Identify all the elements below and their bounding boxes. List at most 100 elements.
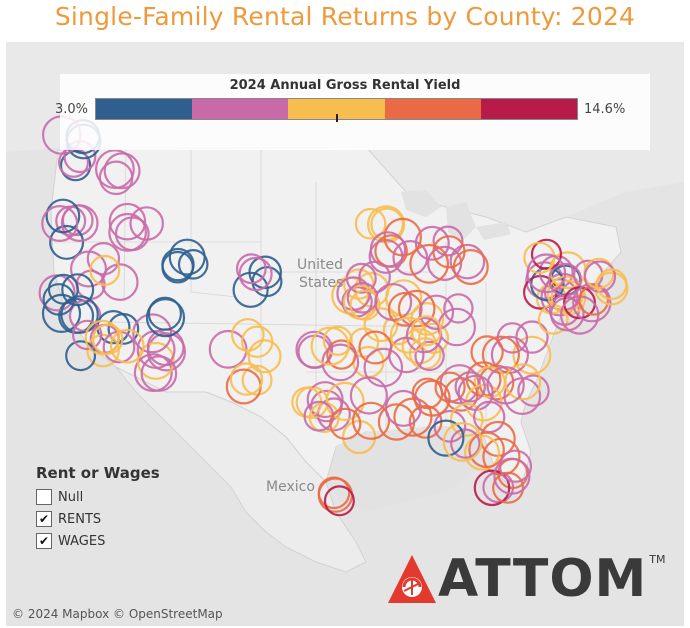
county-circle[interactable] xyxy=(595,268,628,300)
county-circle[interactable] xyxy=(41,293,82,333)
county-circle[interactable] xyxy=(161,250,194,284)
county-circle[interactable] xyxy=(42,283,76,316)
filter-option-null[interactable]: Null xyxy=(36,486,160,508)
county-circle[interactable] xyxy=(409,243,450,284)
filter-option-rents[interactable]: ✔ RENTS xyxy=(36,508,160,530)
county-circle[interactable] xyxy=(530,238,563,270)
county-circle[interactable] xyxy=(515,320,549,354)
county-circle[interactable] xyxy=(493,457,531,495)
county-circle[interactable] xyxy=(84,319,121,356)
county-circle[interactable] xyxy=(473,366,506,399)
county-circle[interactable] xyxy=(594,271,629,306)
county-circle[interactable] xyxy=(413,379,451,417)
county-circle[interactable] xyxy=(512,335,552,375)
county-circle[interactable] xyxy=(432,225,464,257)
county-circle[interactable] xyxy=(235,253,267,285)
county-circle[interactable] xyxy=(439,364,480,405)
county-circle[interactable] xyxy=(89,254,121,286)
county-circle[interactable] xyxy=(427,419,465,457)
county-circle[interactable] xyxy=(490,335,529,374)
legend-color-segment[interactable] xyxy=(480,99,578,119)
county-circle[interactable] xyxy=(454,371,486,403)
county-circle[interactable] xyxy=(231,318,265,352)
county-circle[interactable] xyxy=(325,381,365,421)
county-circle[interactable] xyxy=(71,319,103,351)
county-circle[interactable] xyxy=(397,289,436,328)
county-circle[interactable] xyxy=(306,381,344,419)
county-circle[interactable] xyxy=(418,322,450,354)
county-circle[interactable] xyxy=(238,256,273,292)
county-circle[interactable] xyxy=(322,325,353,356)
county-circle[interactable] xyxy=(91,323,124,355)
county-circle[interactable] xyxy=(69,250,107,288)
county-circle[interactable] xyxy=(136,330,176,370)
county-circle[interactable] xyxy=(384,389,422,427)
county-circle[interactable] xyxy=(208,329,248,369)
county-circle[interactable] xyxy=(65,340,97,372)
county-circle[interactable] xyxy=(432,235,466,269)
county-circle[interactable] xyxy=(392,239,429,276)
county-circle[interactable] xyxy=(414,225,450,261)
county-circle[interactable] xyxy=(101,263,139,301)
county-circle[interactable] xyxy=(108,202,147,241)
county-circle[interactable] xyxy=(433,409,467,443)
county-circle[interactable] xyxy=(108,212,148,252)
county-circle[interactable] xyxy=(177,249,209,280)
county-circle[interactable] xyxy=(323,485,355,517)
county-circle[interactable] xyxy=(45,198,81,234)
county-circle[interactable] xyxy=(414,340,445,372)
legend-color-segment[interactable] xyxy=(288,99,385,119)
county-circle[interactable] xyxy=(351,401,391,440)
county-circle[interactable] xyxy=(427,245,463,281)
county-circle[interactable] xyxy=(498,449,533,483)
county-circle[interactable] xyxy=(385,279,423,317)
county-circle[interactable] xyxy=(418,294,455,330)
county-circle[interactable] xyxy=(468,431,505,469)
checkbox-null[interactable] xyxy=(36,489,52,505)
county-circle[interactable] xyxy=(450,428,481,459)
county-circle[interactable] xyxy=(383,217,423,257)
county-circle[interactable] xyxy=(103,152,141,190)
legend-color-bar[interactable] xyxy=(95,98,578,120)
legend-color-segment[interactable] xyxy=(96,99,193,119)
county-circle[interactable] xyxy=(147,296,182,331)
legend-color-segment[interactable] xyxy=(192,99,289,119)
county-circle[interactable] xyxy=(492,471,525,504)
county-circle[interactable] xyxy=(109,328,145,364)
county-circle[interactable] xyxy=(572,283,612,323)
county-circle[interactable] xyxy=(145,298,186,338)
county-circle[interactable] xyxy=(136,341,175,380)
map-attribution[interactable]: © 2024 Mapbox © OpenStreetMap xyxy=(12,607,223,621)
county-circle[interactable] xyxy=(517,374,550,407)
county-circle[interactable] xyxy=(251,266,283,298)
county-circle[interactable] xyxy=(229,362,264,396)
county-circle[interactable] xyxy=(132,313,173,354)
county-circle[interactable] xyxy=(449,402,484,437)
county-circle[interactable] xyxy=(61,273,95,307)
county-circle[interactable] xyxy=(443,377,479,412)
county-circle[interactable] xyxy=(523,241,556,274)
checkbox-rents[interactable]: ✔ xyxy=(36,511,52,527)
filter-option-wages[interactable]: ✔ WAGES xyxy=(36,530,160,552)
county-circle[interactable] xyxy=(41,205,79,243)
county-circle[interactable] xyxy=(411,377,444,410)
county-circle[interactable] xyxy=(140,355,178,392)
county-circle[interactable] xyxy=(98,160,134,196)
county-circle[interactable] xyxy=(295,330,334,369)
checkbox-wages[interactable]: ✔ xyxy=(36,533,52,549)
county-circle[interactable] xyxy=(369,231,407,268)
county-circle[interactable] xyxy=(449,243,486,280)
county-circle[interactable] xyxy=(443,293,474,324)
county-circle[interactable] xyxy=(410,315,442,347)
county-circle[interactable] xyxy=(387,291,423,327)
county-circle[interactable] xyxy=(329,407,362,440)
county-circle[interactable] xyxy=(389,316,427,354)
county-circle[interactable] xyxy=(86,333,120,368)
county-circle[interactable] xyxy=(442,422,483,462)
county-circle[interactable] xyxy=(95,149,135,190)
legend-color-segment[interactable] xyxy=(384,99,481,119)
county-circle[interactable] xyxy=(60,204,99,243)
county-circle[interactable] xyxy=(310,326,350,366)
county-circle[interactable] xyxy=(86,241,121,276)
county-circle[interactable] xyxy=(473,469,511,507)
